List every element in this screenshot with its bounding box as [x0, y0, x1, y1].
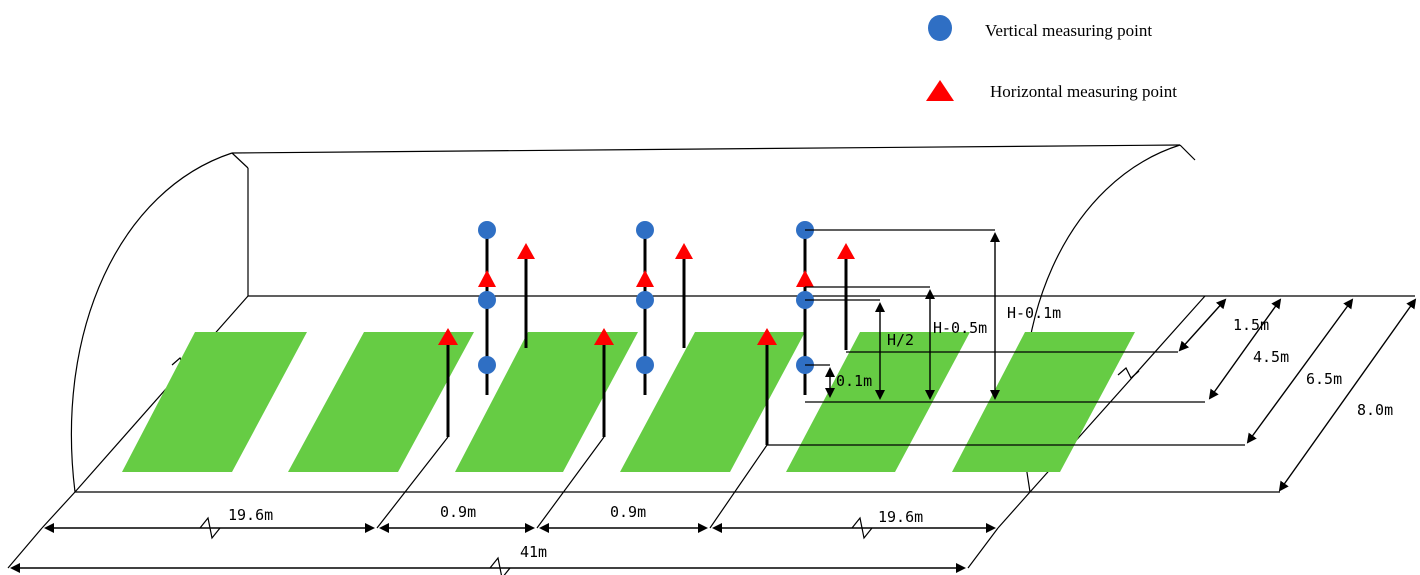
- width-label-6-5: 6.5m: [1306, 370, 1342, 388]
- length-label-seg3: 0.9m: [610, 503, 646, 521]
- height-label-h-minus-05: H-0.5m: [933, 319, 987, 337]
- horizontal-measuring-point: [594, 328, 614, 345]
- measuring-station-2: [594, 221, 693, 437]
- height-dimensions: H-0.1m H-0.5m H/2 0.1m: [805, 229, 1205, 403]
- height-label-h-half: H/2: [887, 331, 914, 349]
- horizontal-measuring-point: [675, 243, 693, 259]
- floor-strip: [122, 332, 307, 472]
- measuring-station-1: [438, 221, 535, 437]
- horizontal-measuring-point: [438, 328, 458, 345]
- vertical-measuring-point: [636, 221, 654, 239]
- vertical-measuring-point: [478, 221, 496, 239]
- vertical-measuring-point: [478, 291, 496, 309]
- horizontal-measuring-point: [636, 270, 654, 287]
- vertical-measuring-point: [636, 356, 654, 374]
- horizontal-point-legend-label: Horizontal measuring point: [990, 82, 1177, 101]
- width-label-8-0: 8.0m: [1357, 401, 1393, 419]
- horizontal-measuring-point: [517, 243, 535, 259]
- horizontal-measuring-point: [796, 270, 814, 287]
- height-label-01: 0.1m: [836, 372, 872, 390]
- vertical-measuring-point: [636, 291, 654, 309]
- height-label-h-minus-01: H-0.1m: [1007, 304, 1061, 322]
- length-label-seg2: 0.9m: [440, 503, 476, 521]
- horizontal-measuring-point: [757, 328, 777, 345]
- width-label-4-5: 4.5m: [1253, 348, 1289, 366]
- floor-strip: [288, 332, 474, 472]
- horizontal-measuring-point: [478, 270, 496, 287]
- floor-strip: [455, 332, 638, 472]
- width-label-1-5: 1.5m: [1233, 316, 1269, 334]
- horizontal-measuring-point: [837, 243, 855, 259]
- length-label-seg1: 19.6m: [228, 506, 273, 524]
- length-dimensions: 19.6m 0.9m 0.9m 19.6m 41m: [7, 436, 1031, 575]
- vertical-point-legend-label: Vertical measuring point: [985, 21, 1152, 40]
- legend: Vertical measuring point Horizontal meas…: [926, 15, 1177, 101]
- vertical-point-legend-icon: [928, 15, 952, 41]
- length-label-total: 41m: [520, 543, 547, 561]
- floor-strip: [620, 332, 805, 472]
- vertical-measuring-point: [478, 356, 496, 374]
- length-label-seg4: 19.6m: [878, 508, 923, 526]
- width-dimensions: 1.5m 4.5m 6.5m 8.0m: [767, 298, 1417, 492]
- horizontal-point-legend-icon: [926, 80, 954, 101]
